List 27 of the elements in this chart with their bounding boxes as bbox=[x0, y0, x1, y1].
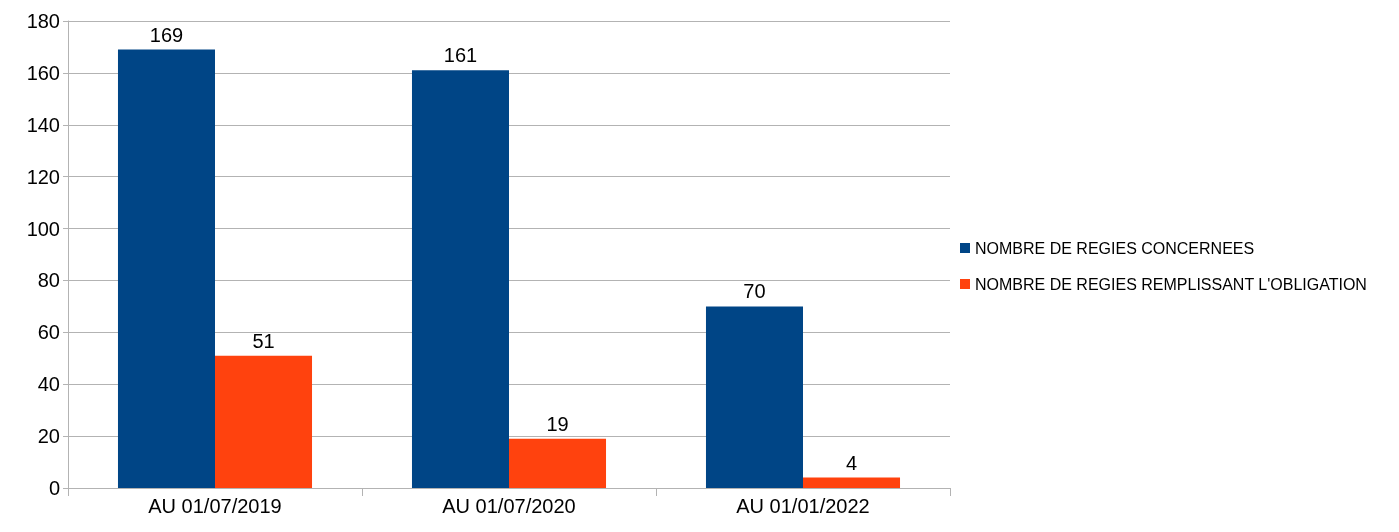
y-tick-label: 80 bbox=[37, 269, 60, 292]
x-tick-label: AU 01/07/2019 bbox=[148, 495, 282, 517]
bar bbox=[215, 355, 313, 488]
bar bbox=[411, 70, 509, 488]
data-label: 70 bbox=[743, 280, 766, 303]
y-tick-label: 20 bbox=[37, 425, 60, 448]
y-tick-label: 180 bbox=[26, 10, 60, 32]
legend-label: NOMBRE DE REGIES CONCERNEES bbox=[975, 239, 1255, 257]
data-label: 4 bbox=[845, 451, 858, 474]
y-tick-label: 160 bbox=[26, 61, 60, 84]
data-label: 19 bbox=[546, 412, 569, 435]
y-tick-label: 100 bbox=[26, 217, 60, 240]
y-tick-label: 60 bbox=[37, 321, 60, 344]
y-tick-label: 0 bbox=[48, 477, 60, 499]
bar bbox=[509, 438, 607, 488]
bar bbox=[117, 49, 215, 488]
x-tick-label: AU 01/01/2022 bbox=[736, 495, 870, 517]
y-tick-label: 140 bbox=[26, 113, 60, 136]
legend-label: NOMBRE DE REGIES REMPLISSANT L'OBLIGATION bbox=[975, 275, 1367, 293]
data-label: 161 bbox=[443, 44, 478, 67]
x-tick-label: AU 01/07/2020 bbox=[442, 495, 576, 517]
y-tick-label: 40 bbox=[37, 373, 60, 396]
bar bbox=[705, 306, 803, 488]
data-label: 169 bbox=[149, 23, 184, 46]
y-tick-label: 120 bbox=[26, 165, 60, 188]
data-label: 51 bbox=[252, 329, 275, 352]
bar bbox=[803, 477, 901, 488]
